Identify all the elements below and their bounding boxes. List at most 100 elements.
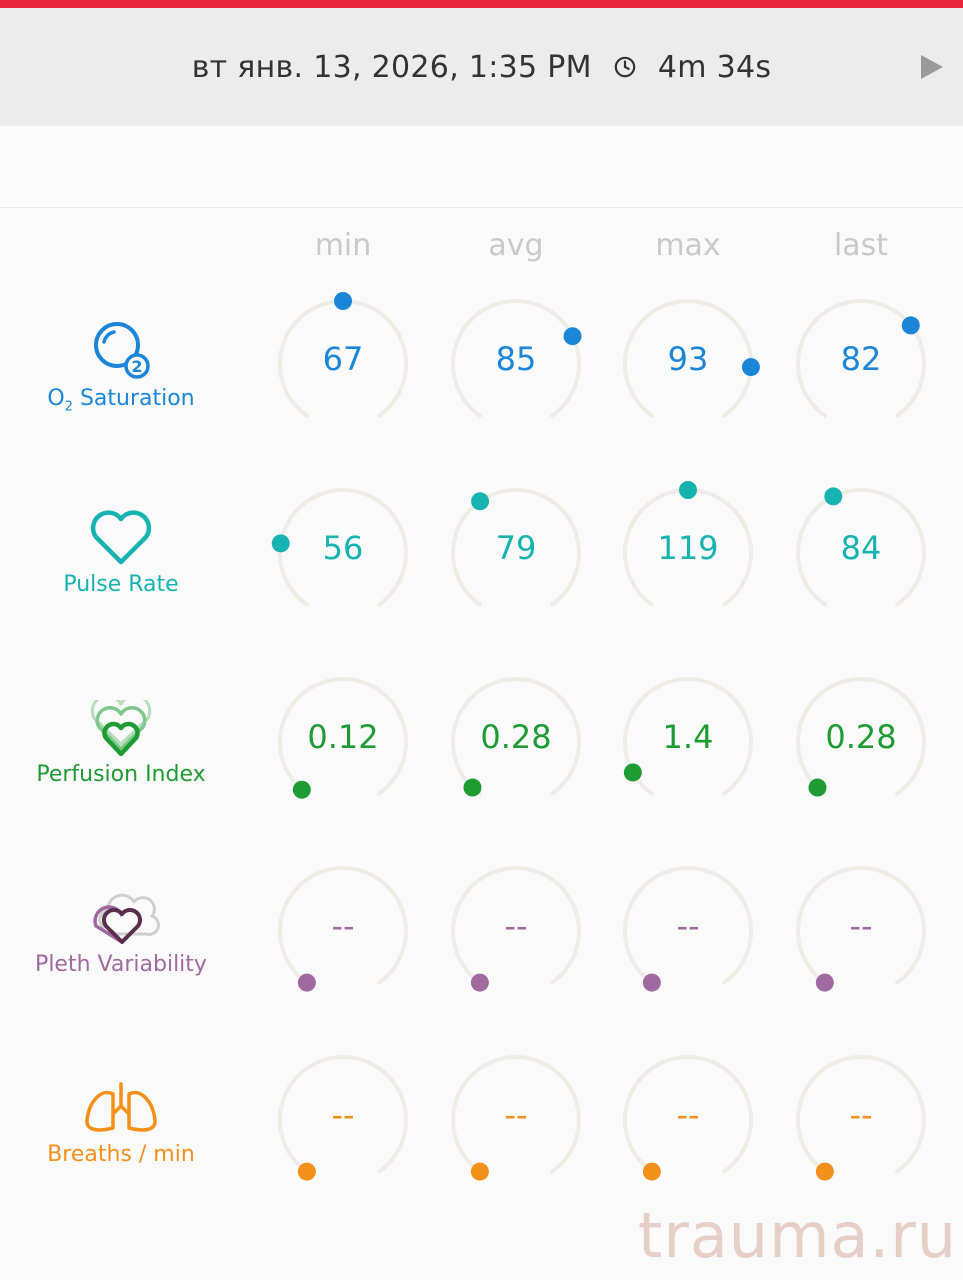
- gauge-value: 67: [322, 340, 364, 378]
- row-label-o2: 2 O2 Saturation: [0, 320, 242, 414]
- column-header-last: last: [833, 228, 889, 263]
- gauge-avg: --: [430, 1034, 602, 1206]
- gauge-marker: [563, 327, 582, 346]
- gauge-value: --: [676, 1096, 700, 1134]
- gauge-value: 56: [322, 529, 364, 567]
- gauge-arc: [451, 677, 581, 797]
- gauge-avg: 85: [430, 278, 602, 450]
- gauge-last: --: [775, 1034, 947, 1206]
- pleth-variability-icon: [93, 893, 160, 944]
- column-header-avg: avg: [488, 228, 544, 263]
- gauge-track: [451, 866, 581, 985]
- gauge-max: --: [602, 845, 774, 1017]
- gauge-value: 0.28: [825, 718, 897, 756]
- gauge-track: [623, 677, 753, 796]
- play-icon[interactable]: [919, 53, 945, 81]
- gauge-value: 84: [840, 529, 882, 567]
- blank-band: [0, 126, 963, 208]
- stacked-hearts-icon: [90, 700, 152, 756]
- row-label-pulse: Pulse Rate: [0, 510, 242, 597]
- gauge-marker: [815, 973, 834, 992]
- gauge-min: --: [257, 845, 429, 1017]
- gauge-marker: [297, 973, 316, 992]
- gauge-arc: [796, 866, 926, 992]
- gauge-track: [451, 677, 581, 796]
- gauge-avg: 79: [430, 467, 602, 639]
- pulse-label: Pulse Rate: [63, 572, 179, 597]
- gauge-marker: [623, 763, 642, 782]
- gauge-arc: [451, 1055, 581, 1181]
- session-duration: 4m 34s: [657, 49, 772, 85]
- gauge-marker: [679, 481, 697, 499]
- gauge-arc: [623, 677, 753, 796]
- gauge-value: --: [504, 907, 528, 945]
- gauge-track: [278, 677, 408, 796]
- gauge-value: --: [849, 1096, 873, 1134]
- gauge-avg: 0.28: [430, 656, 602, 828]
- row-label-breaths: Breaths / min: [0, 1080, 242, 1167]
- gauge-value: 0.12: [307, 718, 379, 756]
- column-header-min: min: [314, 228, 372, 263]
- gauge-marker: [901, 316, 920, 335]
- gauge-value: --: [331, 1096, 355, 1134]
- clock-icon: [614, 56, 636, 78]
- o2-label-sub: 2: [64, 399, 73, 415]
- gauge-marker: [824, 487, 843, 506]
- gauge-arc: [623, 299, 760, 418]
- gauge-value: --: [849, 907, 873, 945]
- pleth-label: Pleth Variability: [35, 952, 207, 977]
- gauge-marker: [297, 1162, 316, 1181]
- gauge-marker: [642, 973, 661, 992]
- watermark: trauma.ru: [638, 1199, 957, 1272]
- gauge-arc: [451, 488, 581, 607]
- gauge-arc: [451, 866, 581, 992]
- gauge-arc: [278, 677, 408, 799]
- gauge-last: --: [775, 845, 947, 1017]
- lungs-icon: [85, 1082, 157, 1132]
- gauge-track: [451, 1055, 581, 1174]
- gauge-marker: [741, 358, 760, 377]
- gauge-arc: [796, 1055, 926, 1181]
- column-header-max: max: [655, 228, 721, 263]
- gauge-track: [796, 1055, 926, 1174]
- gauge-last: 84: [775, 467, 947, 639]
- gauge-value: 119: [657, 529, 719, 567]
- gauge-value: --: [504, 1096, 528, 1134]
- gauge-value: 0.28: [480, 718, 552, 756]
- gauge-marker: [471, 492, 490, 511]
- gauge-arc: [451, 299, 582, 418]
- session-header: вт янв. 13, 2026, 1:35 PM 4m 34s: [0, 8, 963, 126]
- gauge-marker: [334, 292, 352, 310]
- heart-icon: [90, 510, 152, 565]
- gauge-track: [278, 488, 408, 607]
- gauge-last: 82: [775, 278, 947, 450]
- gauge-arc: [278, 866, 408, 992]
- gauge-arc: [271, 488, 408, 607]
- gauge-marker: [808, 778, 827, 797]
- gauge-track: [796, 299, 926, 418]
- gauge-marker: [271, 534, 290, 553]
- gauge-track: [451, 488, 581, 607]
- gauge-marker: [642, 1162, 661, 1181]
- gauge-arc: [623, 1055, 753, 1181]
- svg-text:2: 2: [131, 357, 142, 376]
- gauge-track: [278, 866, 408, 985]
- gauge-track: [623, 866, 753, 985]
- gauge-value: 79: [495, 529, 537, 567]
- gauge-marker: [292, 780, 311, 799]
- gauge-arc: [278, 292, 408, 418]
- gauge-avg: --: [430, 845, 602, 1017]
- gauge-track: [623, 1055, 753, 1174]
- gauge-min: 67: [257, 278, 429, 450]
- gauge-track: [796, 866, 926, 985]
- gauge-track: [796, 677, 926, 796]
- gauge-arc: [623, 866, 753, 992]
- o2-label-o: O: [47, 386, 65, 411]
- gauge-track: [451, 299, 581, 418]
- gauge-last: 0.28: [775, 656, 947, 828]
- perfusion-label: Perfusion Index: [36, 762, 206, 787]
- session-info: вт янв. 13, 2026, 1:35 PM 4m 34s: [192, 50, 772, 85]
- session-datetime: вт янв. 13, 2026, 1:35 PM: [191, 49, 592, 85]
- gauge-max: 119: [602, 467, 774, 639]
- gauge-track: [796, 488, 926, 607]
